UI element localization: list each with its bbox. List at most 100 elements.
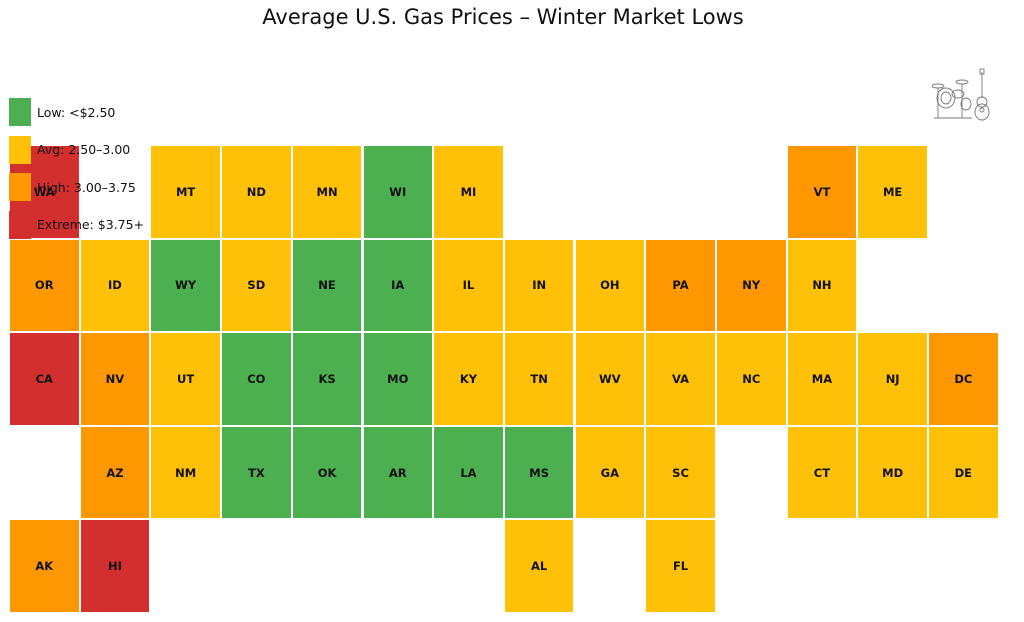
state-label: CO — [247, 371, 266, 386]
state-label: MT — [175, 184, 196, 199]
state-label: PA — [672, 278, 689, 293]
state-label: KS — [318, 371, 336, 386]
state-tile-mt: MT — [150, 145, 221, 239]
state-label: GA — [600, 465, 620, 480]
state-label: WI — [389, 184, 407, 199]
state-tile-nd: ND — [221, 145, 292, 239]
state-tile-ky: KY — [433, 332, 504, 426]
state-tile-il: IL — [433, 238, 504, 333]
state-tile-hi: HI — [79, 519, 151, 613]
state-tile-wv: WV — [574, 332, 646, 426]
state-tile-sd: SD — [221, 238, 292, 333]
state-tile-ar: AR — [362, 425, 433, 520]
state-label: VT — [813, 184, 831, 199]
state-label: UT — [177, 371, 195, 386]
state-label: WV — [599, 371, 621, 386]
state-label: NE — [318, 278, 336, 293]
state-tile-ct: CT — [786, 425, 858, 520]
legend-swatch — [9, 173, 31, 201]
state-label: IA — [391, 278, 405, 293]
legend-swatch — [9, 210, 31, 239]
state-label: MS — [529, 465, 549, 480]
state-label: AL — [531, 559, 548, 574]
state-label: VA — [672, 371, 690, 386]
state-tile-ut: UT — [150, 332, 221, 426]
state-label: OR — [34, 278, 54, 293]
state-label: MO — [387, 371, 409, 386]
state-tile-ca: CA — [9, 332, 80, 426]
state-tile-al: AL — [503, 519, 575, 613]
state-label: OK — [317, 465, 337, 480]
state-label: TX — [247, 465, 265, 480]
state-label: SC — [672, 465, 689, 480]
state-label: NH — [812, 278, 832, 293]
state-label: DC — [954, 371, 973, 386]
state-label: LA — [460, 465, 477, 480]
state-tile-de: DE — [928, 425, 999, 520]
state-tile-co: CO — [221, 332, 292, 426]
state-label: ME — [882, 184, 903, 199]
state-label: ND — [246, 184, 266, 199]
drum-kit-and-guitar-sketch-icon — [932, 68, 990, 121]
state-label: TN — [530, 371, 548, 386]
state-label: IN — [532, 278, 547, 293]
state-tile-grid: WA MT ND MN WI MI VT ME OR ID WY SD NE IA IL IN OH PA NY NH… — [9, 145, 999, 613]
state-tile-az: AZ — [79, 425, 151, 520]
state-tile-pa: PA — [645, 238, 716, 333]
state-label: CT — [813, 465, 831, 480]
state-tile-ks: KS — [291, 332, 363, 426]
legend-label: Extreme: $3.75+ — [37, 217, 145, 232]
state-tile-nh: NH — [786, 238, 858, 333]
state-tile-mi: MI — [433, 145, 504, 239]
state-tile-fl: FL — [645, 519, 716, 613]
state-tile-ok: OK — [291, 425, 363, 520]
state-label: IL — [462, 278, 475, 293]
state-tile-ak: AK — [9, 519, 80, 613]
state-tile-ny: NY — [716, 238, 787, 333]
state-tile-ms: MS — [503, 425, 575, 520]
state-label: WA — [33, 184, 55, 199]
state-label: AZ — [106, 465, 124, 480]
legend-item-extreme: Extreme: $3.75+ — [9, 210, 179, 240]
legend-item-high: High: 3.00–3.75 — [9, 172, 179, 202]
legend-label: Avg: 2.50–3.00 — [37, 142, 131, 157]
state-tile-va: VA — [645, 332, 716, 426]
state-label: CA — [35, 371, 53, 386]
state-tile-nv: NV — [79, 332, 151, 426]
state-tile-vt: VT — [786, 145, 858, 239]
state-tile-md: MD — [857, 425, 928, 520]
state-tile-sc: SC — [645, 425, 716, 520]
state-tile-la: LA — [433, 425, 504, 520]
legend-item-low: Low: <$2.50 — [9, 97, 179, 127]
state-label: MA — [811, 371, 833, 386]
state-label: NJ — [885, 371, 900, 386]
state-label: HI — [107, 559, 122, 574]
state-tile-mn: MN — [291, 145, 363, 239]
state-tile-ma: MA — [786, 332, 858, 426]
state-tile-ne: NE — [291, 238, 363, 333]
state-label: WY — [175, 278, 197, 293]
state-tile-tn: TN — [503, 332, 575, 426]
state-label: NY — [742, 278, 761, 293]
state-label: AR — [388, 465, 407, 480]
state-label: SD — [247, 278, 266, 293]
legend-item-avg: Avg: 2.50–3.00 — [9, 135, 179, 165]
map-title: Average U.S. Gas Prices – Winter Market … — [262, 5, 744, 29]
state-label: MD — [882, 465, 904, 480]
state-tile-nm: NM — [150, 425, 221, 520]
state-tile-or: OR — [9, 238, 80, 333]
legend-swatch — [9, 135, 31, 164]
state-tile-wy: WY — [150, 238, 221, 333]
state-label: OH — [600, 278, 620, 293]
state-tile-ga: GA — [574, 425, 646, 520]
state-tile-nj: NJ — [857, 332, 928, 426]
state-tile-me: ME — [857, 145, 928, 239]
legend-label: High: 3.00–3.75 — [37, 179, 136, 195]
state-tile-dc: DC — [928, 332, 999, 426]
state-tile-nc: NC — [716, 332, 787, 426]
state-tile-tx: TX — [221, 425, 292, 520]
state-tile-oh: OH — [574, 238, 646, 333]
state-tile-ia: IA — [362, 238, 433, 333]
state-label: MI — [460, 184, 477, 199]
state-label: DE — [954, 465, 973, 480]
